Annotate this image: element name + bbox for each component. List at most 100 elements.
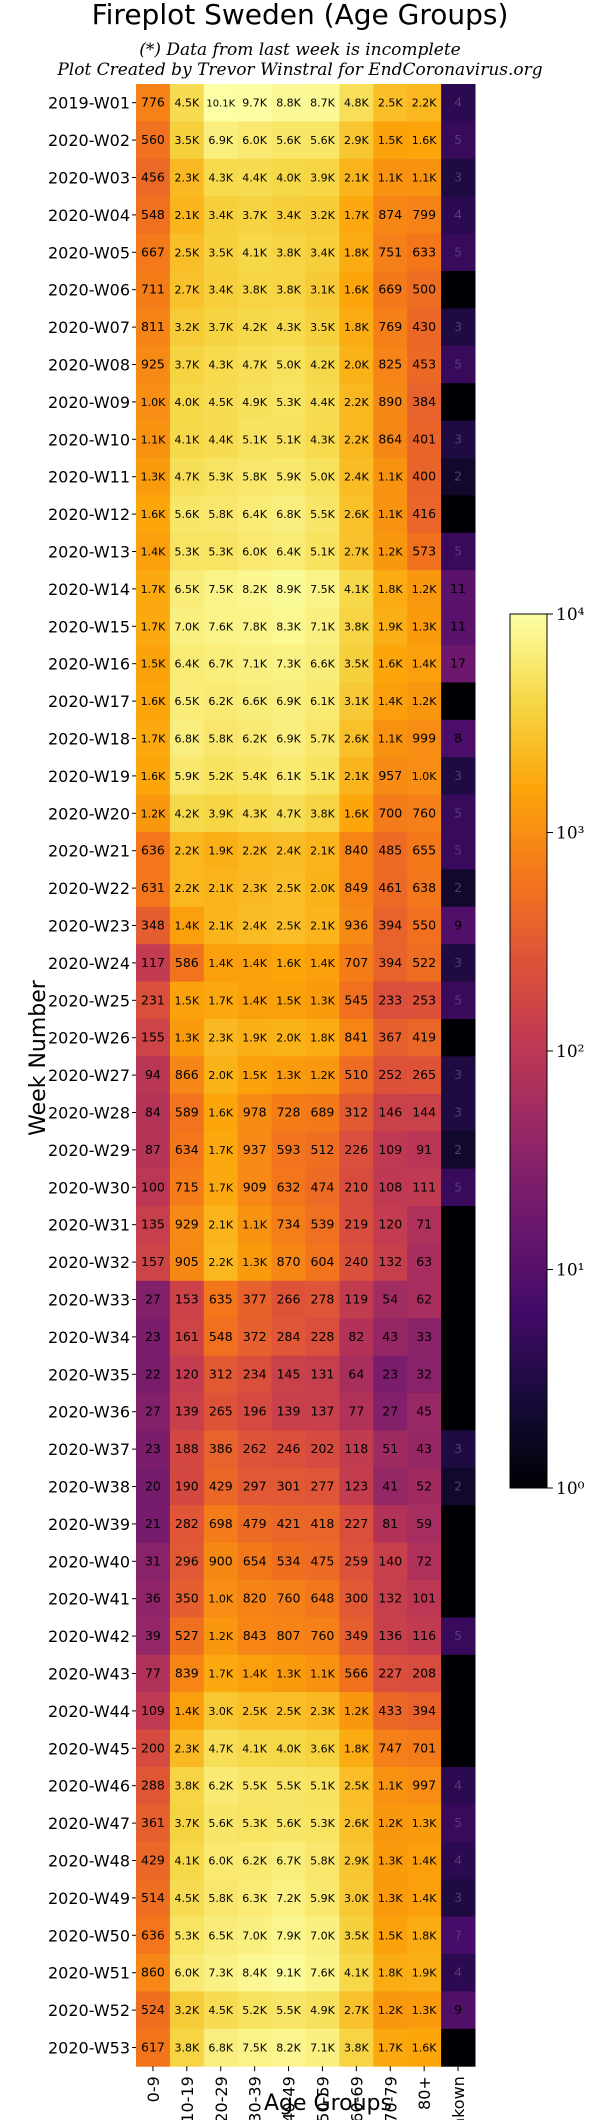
cell-value-label: 1.7K [141,620,166,633]
cell-value-label: 4.2K [310,359,335,372]
heatmap-cell [407,1804,442,1843]
heatmap-cell [305,832,340,870]
cell-value-label: 6.4K [242,508,267,521]
heatmap-cell [237,1056,273,1095]
cell-value-label: 4.2K [242,321,267,334]
heatmap-cell [237,1019,273,1057]
heatmap-cell [203,869,239,908]
heatmap-cell [271,121,306,160]
cell-value-label: 228 [311,1329,335,1344]
cell-value-label: 5.3K [174,546,199,559]
cell-value-label: 361 [141,1815,165,1830]
heatmap-cell [169,2028,205,2067]
cell-value-label: 11 [450,618,466,633]
heatmap-cell [407,271,442,309]
heatmap-cell [373,1692,408,1731]
cell-value-label: 1.2K [378,2004,403,2017]
cell-value-label: 474 [311,1179,335,1194]
heatmap-cell [373,1243,408,1282]
heatmap-cell [169,308,205,347]
cell-value-label: 636 [141,1927,165,1942]
cell-value-label: 312 [344,1105,368,1120]
heatmap-cell [305,383,340,422]
heatmap-cell [237,832,273,870]
cell-value-label: 550 [412,918,436,933]
cell-value-label: 632 [277,1179,301,1194]
heatmap-cell [305,1767,340,1805]
cell-value-label: 5.5K [276,2004,301,2017]
cell-value-label: 117 [141,955,165,970]
heatmap-cell [136,682,171,721]
cell-value-label: 139 [277,1404,301,1419]
cell-value-label: 100 [141,1179,165,1194]
cell-value-label: 3.0K [208,1705,233,1718]
cell-value-label: 1.2K [378,546,403,559]
heatmap-cell [373,1841,408,1880]
x-tick-label: 80+ [415,2076,434,2110]
heatmap-cell [339,233,374,272]
cell-value-label: 936 [344,918,368,933]
heatmap-cell [271,158,306,197]
cell-value-label: 1.6K [141,508,166,521]
cell-value-label: 5.6K [276,1817,301,1830]
x-tick-labels: 0-9 10-19 20-29 30-39 40-49 50-59 60-69 70-79 80… [144,2066,468,2120]
heatmap-cell [305,458,340,496]
cell-value-label: 278 [311,1292,335,1307]
cell-value-label: 524 [141,2002,165,2017]
heatmap-cell [271,495,306,534]
cell-value-label: 776 [141,95,165,110]
heatmap-cell [407,1056,442,1095]
heatmap-cell [407,233,442,272]
heatmap-cell [271,682,306,721]
heatmap-cell [169,1692,205,1731]
cell-value-label: 510 [344,1067,368,1082]
cell-value-label: 3.4K [310,246,335,259]
heatmap-cell [169,1467,205,1506]
heatmap-cell [407,944,442,983]
y-tick-label: 2020-W23 [48,917,130,936]
heatmap-cell [407,1542,442,1581]
heatmap-cell [271,645,306,683]
cell-value-label: 5 [454,843,462,858]
cell-value-label: 43 [416,1441,432,1456]
heatmap-cell [237,1654,273,1693]
heatmap-cell [237,196,273,235]
heatmap-cell [441,682,476,721]
heatmap-cell [271,1767,306,1805]
cell-value-label: 1.3K [276,1069,301,1082]
heatmap-cell [271,981,306,1020]
cell-value-label: 2.2K [412,97,437,110]
heatmap-cell [407,981,442,1020]
cell-value-label: 4.1K [344,583,369,596]
heatmap-cell [271,1916,306,1955]
heatmap-cell [136,1505,171,1544]
cell-value-label: 633 [412,244,436,259]
cell-value-label: 5.8K [242,471,267,484]
cell-value-label: 2.5K [242,1705,267,1718]
y-tick-label: 2020-W11 [48,468,130,487]
heatmap-cell [271,1093,306,1132]
y-tick-label: 2020-W28 [48,1104,130,1123]
heatmap-cell [373,1056,408,1095]
cell-value-label: 284 [277,1329,301,1344]
heatmap-cell [136,1056,171,1095]
cell-value-label: 5.1K [310,770,335,783]
cell-value-label: 7.5K [242,2042,267,2055]
heatmap-cell [441,1430,476,1469]
cell-value-label: 2.7K [344,546,369,559]
cell-value-label: 4.8K [344,97,369,110]
cell-value-label: 3.9K [208,807,233,820]
cell-value-label: 2.0K [344,359,369,372]
heatmap-cell [203,719,239,758]
heatmap-cell [136,1168,171,1207]
heatmap-cell [237,1841,273,1880]
heatmap-cell [339,2028,374,2067]
cell-value-label: 9 [454,918,462,933]
y-tick-label: 2020-W29 [48,1141,130,1160]
cell-value-label: 1.2K [310,1069,335,1082]
heatmap-cell [441,719,476,758]
cell-value-label: 485 [378,843,402,858]
cell-value-label: 999 [412,731,436,746]
cell-value-label: 7.8K [242,620,267,633]
cell-value-label: 5 [454,1628,462,1643]
